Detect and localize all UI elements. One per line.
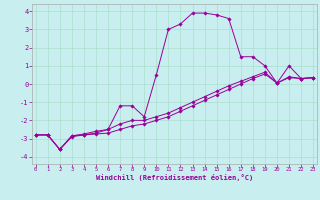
X-axis label: Windchill (Refroidissement éolien,°C): Windchill (Refroidissement éolien,°C): [96, 174, 253, 181]
